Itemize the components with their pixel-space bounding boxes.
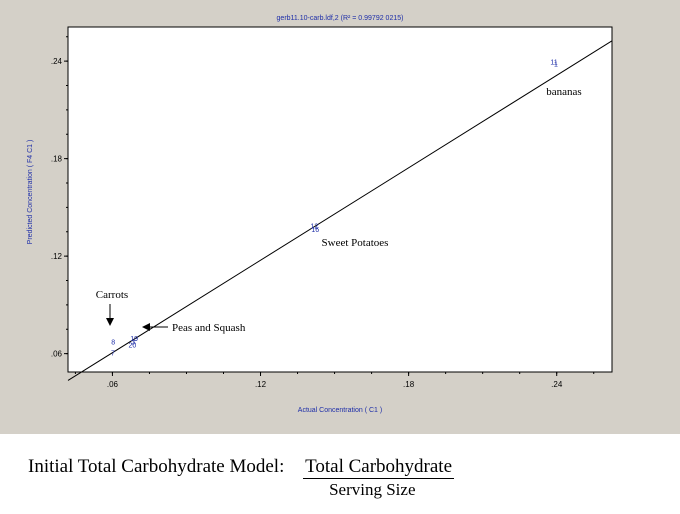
y-axis-label: Predicted Concentration ( F4 C1 ) <box>27 140 34 245</box>
data-point: 1 <box>554 62 558 69</box>
x-tick-label: .06 <box>107 380 119 389</box>
x-tick-label: .12 <box>255 380 267 389</box>
caption-numerator: Total Carbohydrate <box>303 456 455 479</box>
data-point: 20 <box>129 343 137 350</box>
data-point: 8 <box>111 340 115 347</box>
chart-svg: gerb11.10-carb.ldf,2 (R² = 0.99792 0215)… <box>27 15 613 414</box>
peas-arrow-head <box>142 323 150 331</box>
annotation-sweet-potatoes: Sweet Potatoes <box>322 237 389 249</box>
data-point: 7 <box>111 350 115 357</box>
data-point: 3 <box>131 340 135 347</box>
y-tick-label: .12 <box>51 252 63 261</box>
caption: Initial Total Carbohydrate Model: Total … <box>28 456 455 501</box>
data-point: 11 <box>550 59 557 66</box>
plot-area <box>67 26 613 373</box>
y-tick-label: .18 <box>51 155 63 164</box>
y-tick-label: .06 <box>51 350 63 359</box>
annotation-carrots: Carrots <box>96 289 128 301</box>
x-axis-label: Actual Concentration ( C1 ) <box>298 407 382 414</box>
caption-model-label: Initial Total Carbohydrate Model: <box>28 456 285 477</box>
data-point: 19 <box>130 336 138 343</box>
annotation-bananas: bananas <box>546 86 581 98</box>
chart-title: gerb11.10-carb.ldf,2 (R² = 0.99792 0215) <box>277 15 404 22</box>
y-tick-label: .24 <box>51 57 63 66</box>
data-point: 16 <box>311 227 319 234</box>
annotation-peas-squash: Peas and Squash <box>172 322 246 334</box>
x-tick-label: .18 <box>403 380 415 389</box>
caption-denominator: Serving Size <box>329 480 416 499</box>
chart-panel: gerb11.10-carb.ldf,2 (R² = 0.99792 0215)… <box>0 0 680 434</box>
data-point: 12 <box>310 224 318 231</box>
carrots-arrow-head <box>106 318 114 326</box>
x-tick-label: .24 <box>551 380 563 389</box>
fit-line <box>67 40 613 381</box>
caption-fraction: Total Carbohydrate Serving Size <box>303 456 455 501</box>
